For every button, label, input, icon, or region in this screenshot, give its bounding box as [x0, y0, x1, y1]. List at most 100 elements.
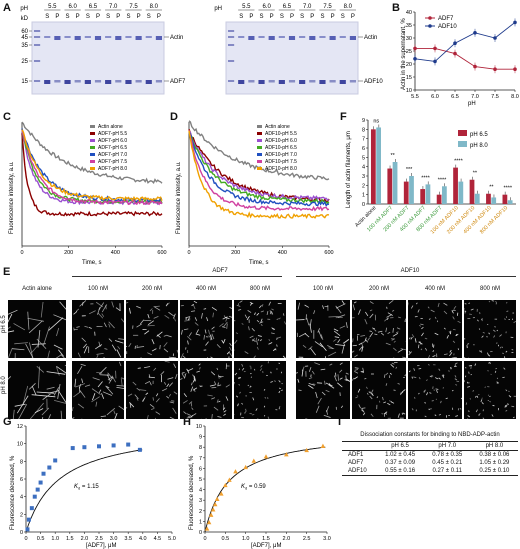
- band-label-actin: Actin: [364, 35, 377, 41]
- bar-pH80: [491, 197, 497, 204]
- kd-cell: 0.25 ± 0.10: [479, 468, 510, 474]
- data-point: [320, 443, 326, 448]
- significance-label: ***: [406, 167, 413, 173]
- legend-swatch: [257, 153, 262, 156]
- micro-col-label: 400 nM: [195, 286, 216, 292]
- x-tick-label: 3.0: [323, 536, 331, 542]
- data-point: [25, 527, 30, 532]
- x-tick-label: 7.0: [471, 94, 479, 100]
- x-tick-label: 2.5: [303, 536, 311, 542]
- micrograph: [126, 300, 178, 358]
- y-tick-label: 1: [199, 519, 202, 525]
- micro-col-label: 100 nM: [312, 286, 333, 292]
- kd-cell: ADF10: [348, 468, 367, 474]
- micrograph: [352, 361, 406, 419]
- micro-col-label: 100 nM: [87, 286, 108, 292]
- bar-pH65: [502, 194, 508, 204]
- legend-swatch: [257, 139, 262, 142]
- decay-curve: [21, 129, 163, 202]
- micrograph: [464, 300, 516, 358]
- bar-pH65: [370, 129, 376, 204]
- x-tick-label: 3.5: [124, 536, 132, 542]
- lane-label-p: P: [351, 14, 355, 20]
- adf-band: [145, 80, 152, 84]
- bar-pH65: [420, 189, 426, 204]
- y-tick-label: 20: [406, 62, 412, 68]
- actin-band: [135, 36, 142, 40]
- marker-band: [34, 30, 41, 32]
- adf-band: [64, 80, 71, 84]
- bar-pH80: [409, 176, 414, 204]
- data-point: [304, 447, 309, 453]
- chart-d-ylabel: Fluorescence intensity, a.u.: [176, 161, 182, 234]
- legend-entry: ADF7-pH 6.5: [98, 145, 127, 151]
- y-tick-label: 2: [199, 509, 202, 515]
- actin-band: [349, 36, 356, 40]
- legend-adf10: ADF10: [438, 24, 457, 30]
- actin-band: [94, 36, 102, 40]
- lane-label-p: P: [157, 14, 161, 20]
- x-tick-label: 400: [111, 250, 120, 256]
- actin-band: [288, 36, 296, 40]
- decay-curve: [188, 131, 330, 207]
- actin-band: [145, 36, 152, 38]
- decay-curve: [188, 129, 330, 203]
- panel-letter-e: E: [3, 266, 11, 278]
- actin-band: [319, 36, 326, 38]
- x-tick-label: 4.0: [139, 536, 147, 542]
- adf-band: [84, 80, 91, 84]
- ph-label: 7.5: [323, 4, 332, 10]
- marker-band: [228, 80, 235, 82]
- y-tick-label: 30: [406, 36, 412, 42]
- micro-col-label: 800 nM: [249, 286, 270, 292]
- decay-curve: [21, 128, 163, 203]
- ph-label: 6.0: [262, 4, 271, 10]
- bar-pH65: [486, 193, 491, 204]
- actin-band: [54, 36, 61, 40]
- panel-letter-g: G: [3, 416, 12, 428]
- adf-band: [319, 80, 326, 84]
- micrograph: [180, 361, 232, 419]
- bar-pH65: [469, 179, 475, 204]
- data-point: [218, 491, 224, 496]
- data-point: [137, 447, 142, 452]
- legend-entry: ADF7-pH 8.0: [98, 166, 127, 172]
- data-point: [204, 526, 210, 531]
- micro-group-adf7: ADF7: [212, 268, 228, 274]
- data-point: [208, 512, 214, 517]
- decay-curve: [21, 121, 163, 185]
- kd-label: kD: [21, 16, 29, 22]
- kd-header-cell: [342, 442, 376, 451]
- y-tick-label: 4: [20, 495, 23, 501]
- legend-swatch: [257, 125, 262, 128]
- actin-band: [44, 36, 51, 38]
- kd-table: pH 6.5 pH 7.0 pH 8.0 ADF1 1.02 ± 0.45 0.…: [342, 442, 518, 476]
- bar-pH65: [453, 167, 458, 204]
- adf-band: [248, 80, 255, 83]
- micro-group-adf7-line: [72, 276, 282, 277]
- chart-b-ylabel: Actin in the supernatant, %: [401, 18, 407, 90]
- decay-curve: [188, 130, 330, 220]
- x-tick-label: 5.0: [168, 536, 176, 542]
- y-tick-label: 15: [406, 75, 412, 81]
- gel-body: [31, 21, 165, 95]
- adf-band: [309, 80, 316, 83]
- significance-label: **: [489, 185, 494, 191]
- data-point: [233, 469, 238, 474]
- y-tick-label: 9: [199, 435, 202, 441]
- x-tick-label: 0: [203, 536, 206, 542]
- data-point: [126, 442, 131, 447]
- table-row: ADF1 1.02 ± 0.45 0.78 ± 0.35 0.38 ± 0.06: [342, 451, 518, 460]
- y-tick-label: 6: [20, 477, 23, 483]
- lane-label-p: P: [116, 14, 120, 20]
- legend-swatch: [257, 132, 262, 135]
- kd-cell: 0.78 ± 0.35: [432, 452, 463, 458]
- actin-band: [155, 36, 162, 40]
- y-tick-label: 6: [362, 146, 365, 152]
- significance-label: ****: [438, 177, 447, 183]
- data-point: [35, 487, 40, 492]
- y-tick-label: 12: [17, 424, 23, 430]
